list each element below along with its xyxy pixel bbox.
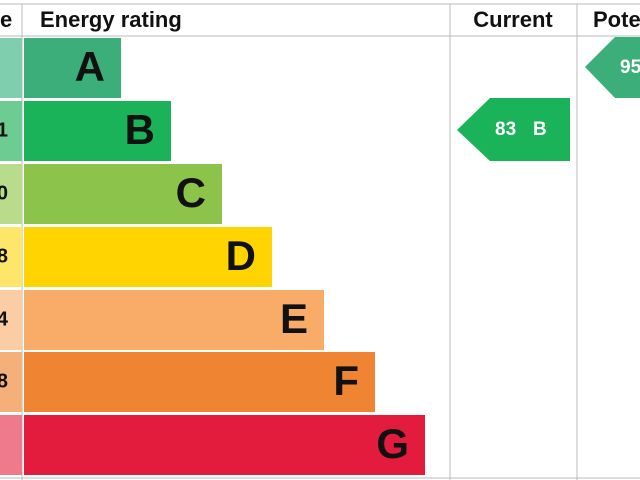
score-range: 1 xyxy=(0,119,8,141)
score-cell xyxy=(0,290,22,350)
score-range: 4 xyxy=(0,308,9,330)
score-cell xyxy=(0,164,22,224)
band-letter: C xyxy=(176,169,206,216)
current-header: Current xyxy=(473,7,553,32)
score-cell xyxy=(0,101,22,161)
band-bar xyxy=(24,415,425,475)
band-bar xyxy=(24,352,375,412)
band-bar xyxy=(24,164,222,224)
rating-header: Energy rating xyxy=(40,7,182,32)
score-cell xyxy=(0,227,22,287)
band-bar xyxy=(24,227,272,287)
band-letter: D xyxy=(226,232,256,279)
score-range: 8 xyxy=(0,370,8,392)
current-arrow xyxy=(457,98,570,161)
potential-score: 95 xyxy=(620,57,640,78)
band-bar xyxy=(24,38,121,98)
current-score: 83 xyxy=(495,119,516,140)
potential-arrow xyxy=(585,37,640,98)
band-bar xyxy=(24,101,171,161)
current-band: B xyxy=(533,119,547,140)
band-letter: G xyxy=(376,420,409,467)
score-header: e xyxy=(0,7,12,32)
band-bar xyxy=(24,290,324,350)
potential-header: Pote xyxy=(593,7,640,32)
band-letter: B xyxy=(125,106,155,153)
score-range: 8 xyxy=(0,245,8,267)
score-cell xyxy=(0,38,22,98)
band-letter: F xyxy=(333,357,359,404)
band-letter: E xyxy=(280,295,308,342)
score-cell xyxy=(0,415,22,475)
score-cell xyxy=(0,352,22,412)
band-letter: A xyxy=(75,43,105,90)
score-range: 0 xyxy=(0,182,8,204)
